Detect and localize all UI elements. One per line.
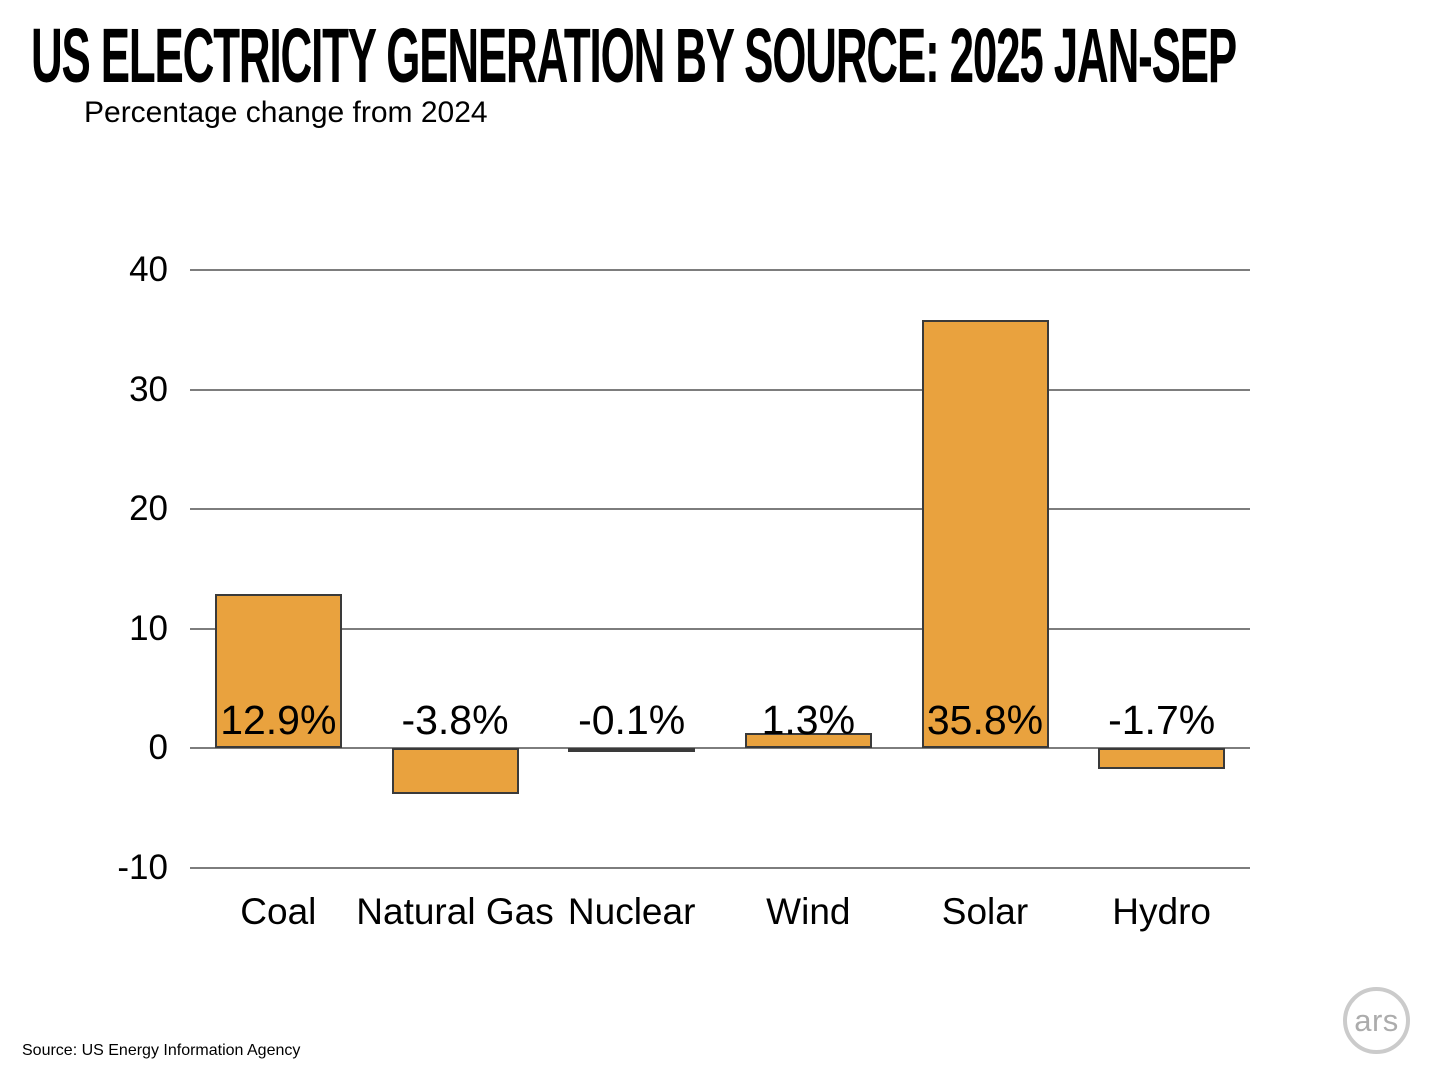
bar-nuclear: [568, 748, 696, 753]
chart-title: US ELECTRICITY GENERATION BY SOURCE: 202…: [31, 13, 1237, 99]
bar-coal: [214, 594, 342, 749]
category-label-natural-gas: Natural Gas: [356, 891, 554, 932]
gridline-20: [190, 508, 1250, 511]
category-label-wind: Wind: [766, 891, 851, 932]
gridline--10: [190, 867, 1250, 869]
y-tick-label-30: 30: [129, 369, 168, 409]
bar-wind: [744, 732, 872, 749]
ars-logo: ars: [1343, 987, 1410, 1054]
gridline-10: [190, 627, 1250, 630]
bar-natural-gas: [391, 748, 519, 794]
y-tick-label-0: 0: [148, 728, 168, 768]
y-tick-label-10: 10: [129, 608, 168, 648]
value-label-hydro: -1.7%: [1108, 697, 1216, 744]
value-label-coal: 12.9%: [220, 697, 337, 744]
gridline-30: [190, 388, 1250, 391]
value-label-wind: 1.3%: [761, 697, 856, 744]
gridline-40: [190, 269, 1250, 271]
value-label-solar: 35.8%: [926, 697, 1044, 744]
ars-logo-text: ars: [1354, 1002, 1399, 1038]
chart-subtitle: Percentage change from 2024: [84, 96, 488, 129]
y-tick-label--10: -10: [117, 848, 168, 887]
category-label-hydro: Hydro: [1112, 891, 1211, 932]
category-label-nuclear: Nuclear: [567, 891, 696, 932]
y-tick-label-20: 20: [129, 489, 168, 529]
bar-hydro: [1098, 748, 1226, 769]
source-credit: Source: US Energy Information Agency: [22, 1042, 301, 1059]
gridline-0: [190, 747, 1250, 750]
value-label-natural-gas: -3.8%: [401, 697, 509, 744]
bar-solar: [921, 320, 1049, 749]
value-label-nuclear: -0.1%: [578, 697, 686, 744]
category-label-solar: Solar: [941, 891, 1029, 932]
y-tick-label-40: 40: [129, 250, 168, 289]
category-label-coal: Coal: [240, 891, 317, 932]
